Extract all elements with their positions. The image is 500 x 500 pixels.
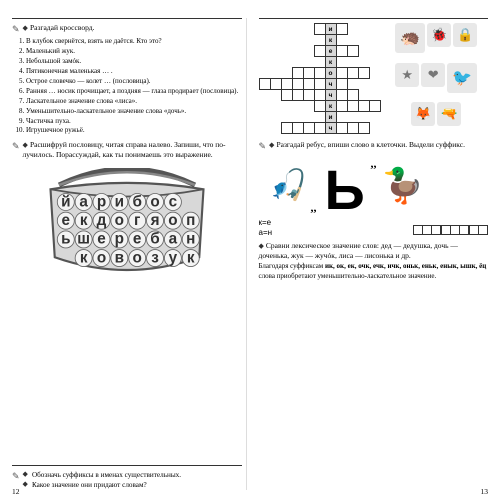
svg-text:з: з — [151, 249, 159, 266]
duck-icon: 🦆 — [371, 158, 435, 213]
crossword-illustrations: 🦔 🐞 🔒 ★ ❤ 🐦 🦊 🔫 — [385, 23, 489, 134]
answer-cells[interactable] — [414, 225, 489, 235]
pen-icon: ✎ — [12, 471, 20, 482]
svg-text:п: п — [186, 211, 195, 228]
clue-item: Игрушечное ружьё. — [26, 126, 242, 135]
svg-text:с: с — [168, 193, 177, 210]
svg-text:е: е — [61, 211, 70, 228]
svg-text:г: г — [134, 211, 140, 228]
page-number: 13 — [481, 487, 489, 496]
bottom-tasks: ✎ ◆Обозначь суффиксы в именах существите… — [12, 465, 242, 490]
bottom-task-1: Обозначь суффиксы в именах существительн… — [32, 470, 181, 480]
top-rule — [259, 18, 489, 19]
clue-item: Уменьшительно-ласкательное значение слов… — [26, 107, 242, 116]
star-icon: ★ — [395, 63, 419, 87]
crossword-clues: В клубок свернётся, взять не даётся. Кто… — [12, 37, 242, 136]
suffix-list: ик, ок, ек, очк, ечк, ичк, оньк, еньк, е… — [325, 262, 486, 270]
svg-text:д: д — [96, 211, 106, 228]
svg-text:б: б — [132, 193, 141, 210]
svg-text:а: а — [168, 230, 177, 247]
svg-text:о: о — [150, 193, 159, 210]
svg-text:у: у — [168, 249, 177, 266]
svg-text:ь: ь — [61, 230, 70, 247]
svg-text:и: и — [114, 193, 123, 210]
pen-icon: ✎ — [12, 24, 20, 35]
lexical-title: Сравни лексическое значение слов: дед — … — [259, 241, 458, 260]
svg-text:о: о — [114, 211, 123, 228]
clue-item: Ласкательное значение слова «лиса». — [26, 97, 242, 106]
fox-icon: 🦊 — [411, 102, 435, 126]
lock-icon: 🔒 — [453, 23, 477, 47]
task1-title: Разгадай кроссворд. — [30, 23, 94, 32]
svg-text:в: в — [114, 249, 123, 266]
task2-head: ✎ ◆Расшифруй пословицу, читая справа нал… — [12, 140, 242, 159]
rebus-head: ✎ ◆Разгадай ребус, впиши слово в клеточк… — [259, 140, 489, 152]
pen-icon: ✎ — [259, 141, 267, 152]
pen-icon: ✎ — [12, 141, 20, 152]
substitutions: к=е а=н — [259, 218, 273, 237]
clue-item: Ранняя … носик прочищает, а поздняя — гл… — [26, 87, 242, 96]
clue-item: Маленький жук. — [26, 47, 242, 56]
clue-item: Пятиконечная маленькая … . — [26, 67, 242, 76]
comma-icon: ,, — [311, 200, 317, 215]
clue-item: Острое словечко — колет … (пословица). — [26, 77, 242, 86]
svg-text:н: н — [186, 230, 195, 247]
bird-icon: 🐦 — [447, 63, 477, 93]
svg-text:б: б — [150, 230, 159, 247]
gun-icon: 🔫 — [437, 102, 461, 126]
task1-head: ✎ ◆Разгадай кроссворд. — [12, 23, 242, 35]
svg-text:о: о — [97, 249, 106, 266]
svg-text:к: к — [187, 249, 195, 266]
clue-item: В клубок свернётся, взять не даётся. Кто… — [26, 37, 242, 46]
svg-text:й: й — [61, 193, 70, 210]
svg-text:р: р — [114, 230, 123, 247]
svg-text:я: я — [150, 211, 159, 228]
top-rule — [12, 18, 242, 19]
svg-text:о: о — [168, 211, 177, 228]
svg-text:к: к — [80, 249, 88, 266]
crossword-grid: икекоччкич — [259, 23, 381, 134]
svg-text:р: р — [97, 193, 106, 210]
svg-text:ш: ш — [77, 230, 90, 247]
svg-text:е: е — [133, 230, 142, 247]
comma-icon: ,, — [371, 156, 377, 171]
soft-sign: Ь — [325, 168, 365, 213]
page-number: 12 — [12, 487, 20, 496]
beetle-icon: 🐞 — [427, 23, 451, 47]
svg-text:е: е — [97, 230, 106, 247]
svg-text:а: а — [79, 193, 88, 210]
lexical-task: ◆Сравни лексическое значение слов: дед —… — [259, 241, 489, 281]
task2-title: Расшифруй пословицу, читая справа налево… — [23, 140, 226, 159]
clue-item: Частичка пуха. — [26, 117, 242, 126]
rebus: 🎣 ,, ,, Ь 🦆 — [259, 158, 489, 213]
fishing-rod-icon: 🎣 — [259, 158, 319, 213]
page-left: ✎ ◆Разгадай кроссворд. В клубок свернётс… — [12, 18, 247, 490]
crossword-block: икекоччкич 🦔 🐞 🔒 ★ ❤ 🐦 🦊 🔫 — [259, 23, 489, 134]
basket-cipher: йарибосекдогяопьшеребанковозук — [42, 168, 212, 279]
heart-icon: ❤ — [421, 63, 445, 87]
clue-item: Небольшой замóк. — [26, 57, 242, 66]
bottom-task-2: Какое значение они придают словам? — [32, 480, 147, 490]
page-right: икекоччкич 🦔 🐞 🔒 ★ ❤ 🐦 🦊 🔫 ✎ ◆Разгадай р… — [255, 18, 489, 490]
svg-text:к: к — [80, 211, 88, 228]
svg-text:о: о — [132, 249, 141, 266]
rebus-title: Разгадай ребус, впиши слово в клеточки. … — [276, 140, 465, 149]
hedgehog-icon: 🦔 — [395, 23, 425, 53]
